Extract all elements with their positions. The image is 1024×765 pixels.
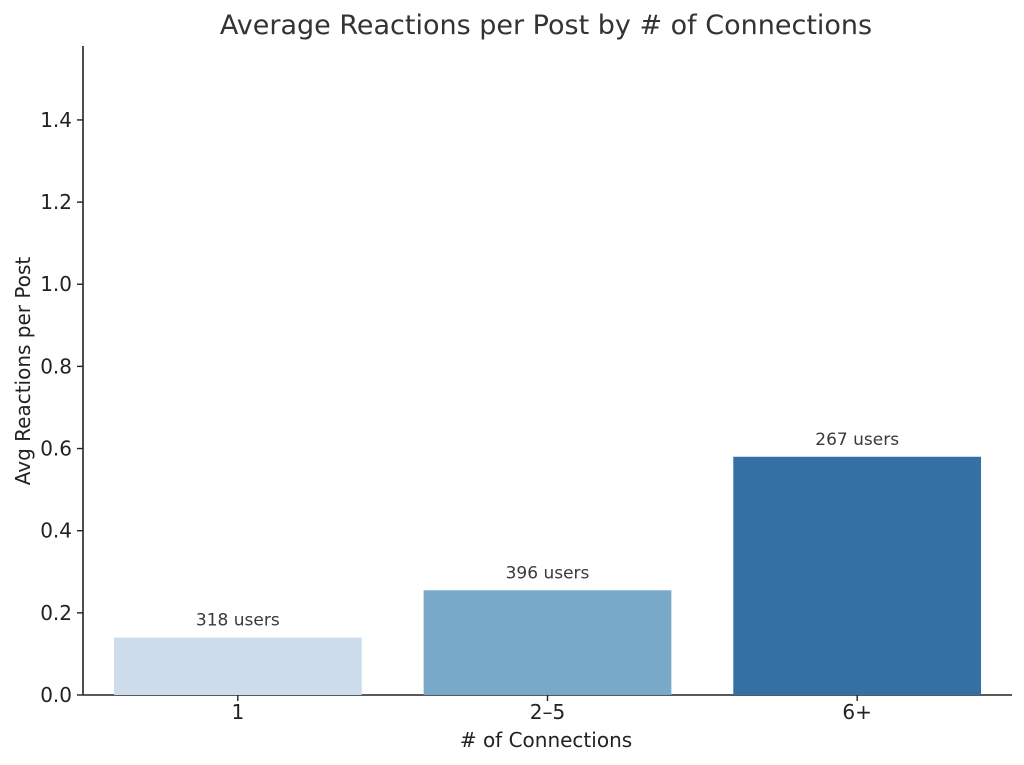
y-tick-label: 0.4 — [40, 519, 72, 543]
y-tick-label: 0.2 — [40, 601, 72, 625]
x-tick-label: 6+ — [842, 700, 871, 724]
x-axis: 1 2–5 6+ — [83, 694, 1012, 724]
bar-data-label: 318 users — [196, 610, 280, 630]
chart-title: Average Reactions per Post by # of Conne… — [220, 10, 872, 41]
bars — [113, 456, 982, 695]
x-tick-label: 1 — [231, 700, 244, 724]
y-tick-label: 0.6 — [40, 437, 72, 461]
bar — [423, 590, 672, 695]
y-tick-label: 0.0 — [40, 683, 72, 707]
bar-data-label: 396 users — [506, 563, 590, 583]
x-tick-label: 2–5 — [530, 700, 565, 724]
y-tick-label: 1.0 — [40, 272, 72, 296]
y-axis: 0.0 0.2 0.4 0.6 0.8 1.0 1.2 1.4 — [40, 46, 84, 707]
y-tick-label: 1.4 — [40, 108, 72, 132]
data-labels: 318 users 396 users 267 users — [196, 430, 899, 631]
bar-data-label: 267 users — [815, 430, 899, 450]
y-axis-label: Avg Reactions per Post — [11, 257, 35, 486]
y-tick-label: 1.2 — [40, 190, 72, 214]
bar — [733, 456, 982, 695]
y-tick-label: 0.8 — [40, 354, 72, 378]
bar — [113, 637, 362, 695]
x-axis-label: # of Connections — [460, 728, 632, 752]
